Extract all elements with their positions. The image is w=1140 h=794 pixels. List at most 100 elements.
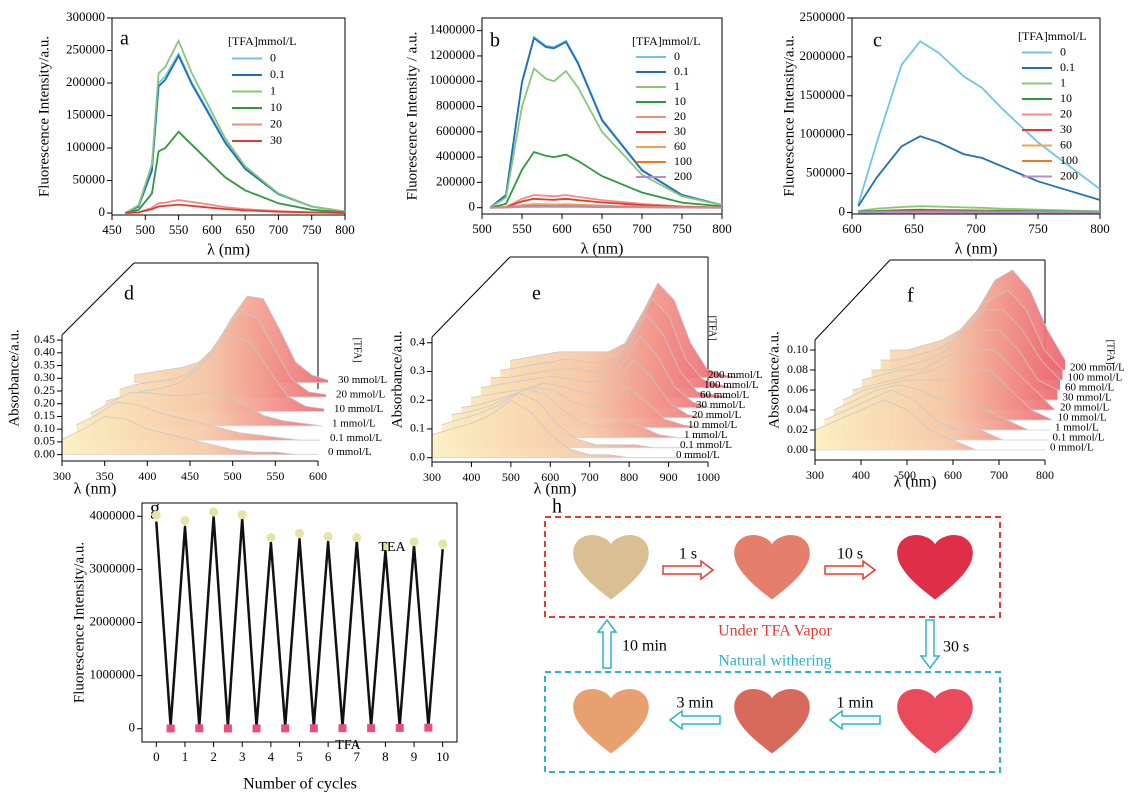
tfa-point (224, 724, 232, 732)
x-axis-label: λ (nm) (955, 241, 998, 258)
spectrum-line (490, 207, 722, 208)
panel-letter: e (532, 283, 541, 305)
y-tick-label: 4000000 (90, 507, 136, 522)
x-tick-label: 300 (423, 470, 441, 484)
x-tick-label: 400 (852, 468, 870, 482)
y-tick-label: 1500000 (800, 87, 846, 102)
legend-label: 1 (674, 79, 680, 93)
layer-label: 0 mmol/L (328, 446, 372, 458)
arrow-label: 1 s (679, 546, 697, 563)
y-tick-label: 0.2 (410, 392, 425, 406)
arrow-label: 3 min (677, 695, 714, 712)
x-tick-label: 700 (581, 470, 599, 484)
tfa-point (396, 724, 404, 732)
y-tick-label: 0.1 (410, 421, 425, 435)
spectrum-line (125, 41, 345, 213)
legend-label: 100 (1060, 153, 1078, 167)
y-tick-label: 0.20 (34, 395, 55, 409)
y-tick-label: 1200000 (430, 47, 476, 62)
x-tick-label: 800 (712, 221, 732, 236)
y-tick-label: 0.4 (410, 334, 425, 348)
y-tick-label: 300000 (66, 9, 105, 24)
x-tick-label: 5 (296, 749, 303, 764)
legend-label: 30 (270, 133, 282, 147)
x-tick-label: 700 (632, 221, 652, 236)
x-tick-label: 500 (502, 470, 520, 484)
x-tick-label: 750 (672, 221, 692, 236)
box-label: Natural withering (718, 653, 831, 670)
y-tick-label: 0 (469, 199, 476, 214)
legend-label: 0 (270, 50, 276, 64)
x-tick-label: 2 (210, 749, 217, 764)
depth-edge (432, 257, 510, 337)
x-axis-label: λ (nm) (534, 481, 577, 498)
y-tick-label: 2000000 (800, 48, 846, 63)
x-tick-label: 500 (224, 469, 242, 483)
heart (734, 689, 810, 754)
legend-label: 30 (674, 124, 686, 138)
point-label: TFA (335, 738, 361, 753)
x-tick-label: 450 (102, 222, 122, 237)
y-axis-label: Fluorescence Intensity/a.u. (36, 36, 52, 197)
layer-label: 1 mmol/L (332, 417, 376, 429)
legend-label: 60 (674, 139, 686, 153)
panel-letter: c (873, 30, 882, 52)
y-tick-label: 0 (99, 204, 106, 219)
y-tick-label: 0.30 (34, 370, 55, 384)
figure: h 1 s 10 s 30 s 1 min 3 min 10 min Under… (0, 0, 1140, 794)
y-tick-label: 0.25 (34, 383, 55, 397)
panel-letter: h (552, 496, 562, 518)
legend-label: 0.1 (674, 64, 689, 78)
tea-point (238, 510, 247, 519)
x-tick-label: 1000 (696, 470, 720, 484)
depth-edge (815, 260, 890, 340)
panel-letter: f (907, 285, 914, 307)
y-tick-label: 0 (839, 203, 846, 218)
x-tick-label: 9 (411, 749, 418, 764)
x-tick-label: 800 (1090, 221, 1110, 236)
panel-letter: b (490, 30, 500, 52)
y-tick-label: 150000 (66, 107, 105, 122)
layer-label: 10 mmol/L (334, 403, 383, 415)
x-tick-label: 4 (268, 749, 275, 764)
y-tick-label: 0.05 (34, 434, 55, 448)
x-tick-label: 10 (436, 749, 449, 764)
y-tick-label: 200000 (66, 74, 105, 89)
arrow (670, 711, 720, 729)
legend-label: 1 (1060, 75, 1066, 89)
x-axis-label: λ (nm) (894, 474, 937, 491)
x-tick-label: 0 (153, 749, 160, 764)
arrow (825, 561, 875, 579)
x-axis-label: Number of cycles (243, 776, 357, 793)
x-axis-label: λ (nm) (74, 481, 117, 498)
legend-label: 30 (1060, 122, 1072, 136)
legend-label: 20 (1060, 106, 1072, 120)
panel-letter: d (124, 283, 134, 305)
legend-label: 100 (674, 154, 692, 168)
tfa-point (167, 724, 175, 732)
x-tick-label: 550 (266, 469, 284, 483)
x-tick-label: 900 (660, 470, 678, 484)
y-axis-label: Absorbance/a.u. (389, 331, 405, 428)
y-tick-label: 0.02 (787, 422, 808, 436)
y-tick-label: 500000 (806, 165, 845, 180)
y-axis-label: Absorbance/a.u. (6, 329, 22, 426)
x-tick-label: 450 (181, 469, 199, 483)
legend-label: 20 (270, 116, 282, 130)
z-axis-label: [TFA] (352, 338, 363, 363)
panel-h: h 1 s 10 s 30 s 1 min 3 min 10 min Under… (545, 496, 1000, 772)
tea-point (438, 539, 447, 548)
heart (573, 535, 649, 600)
x-tick-label: 500 (472, 221, 492, 236)
tfa-point (367, 724, 375, 732)
legend-label: 0.1 (270, 67, 285, 81)
y-tick-label: 0.45 (34, 332, 55, 346)
spectrum-line (125, 132, 345, 213)
arrow (830, 711, 880, 729)
x-tick-label: 650 (235, 222, 255, 237)
y-tick-label: 0.3 (410, 363, 425, 377)
tfa-point (281, 724, 289, 732)
x-tick-label: 300 (53, 469, 71, 483)
x-tick-label: 6 (325, 749, 332, 764)
y-tick-label: 1400000 (430, 22, 476, 37)
